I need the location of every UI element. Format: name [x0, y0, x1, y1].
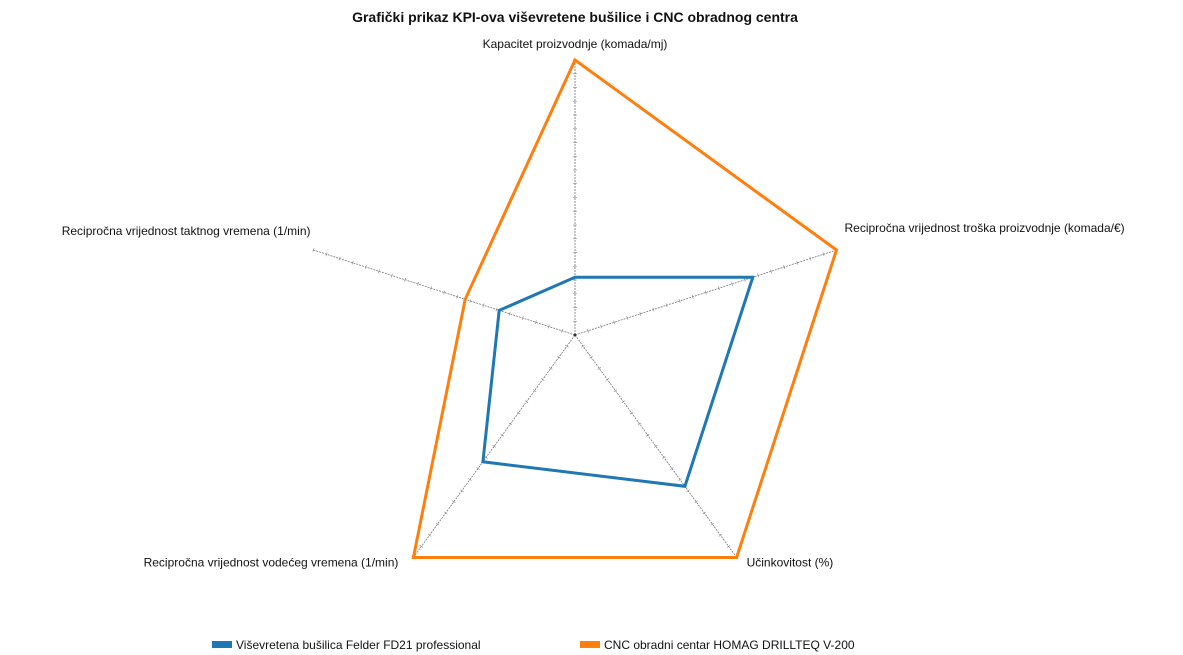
axis-tick: [508, 311, 511, 316]
axis-tick: [508, 422, 513, 426]
axis-tick: [391, 273, 393, 278]
axis-tick: [629, 411, 634, 415]
axis-tick: [691, 294, 694, 299]
axis-tick: [417, 282, 419, 287]
axis-tick: [783, 265, 786, 270]
axis-tick: [430, 286, 433, 291]
axis-tick: [678, 299, 681, 304]
axis-tick: [351, 260, 354, 265]
axis-tick: [726, 544, 731, 548]
axis-tick: [312, 248, 315, 253]
axis-tick: [704, 290, 707, 295]
axis-tick: [469, 299, 472, 304]
axis-tick: [495, 307, 498, 312]
axis-tick: [338, 256, 341, 261]
axis-tick: [770, 269, 773, 274]
axis-tick: [456, 294, 459, 299]
axis-tick: [796, 260, 799, 265]
axis-line: [574, 249, 837, 336]
axis-tick: [587, 328, 589, 333]
axis-tick: [565, 344, 569, 348]
axis-tick: [652, 307, 655, 312]
axis-tick: [717, 286, 720, 291]
axis-tick: [757, 273, 759, 278]
axis-tick: [600, 324, 603, 329]
axis-tick: [694, 500, 699, 504]
axis-tick: [597, 366, 602, 370]
axis-tick: [654, 444, 658, 448]
axis-tick: [702, 511, 707, 515]
axis-tick: [451, 500, 456, 504]
axis-tick: [548, 366, 553, 370]
axis-label: Recipročna vrijednost troška proizvodnje…: [845, 221, 1125, 235]
axis-line: [313, 249, 576, 336]
axis-tick: [443, 290, 446, 295]
axis-tick: [822, 252, 825, 257]
axis-label: Učinkovitost (%): [747, 556, 834, 570]
axis-tick: [626, 316, 629, 320]
axis-label: Recipročna vrijednost taktnog vremena (1…: [62, 224, 311, 238]
axis-tick: [435, 522, 440, 526]
chart-title: Grafički prikaz KPI-ova viševretene buši…: [352, 9, 798, 25]
axis-tick: [476, 467, 480, 470]
axis-tick: [404, 277, 406, 282]
axis-tick: [484, 455, 488, 459]
axis-label: Kapacitet proizvodnje (komada/mj): [483, 37, 668, 51]
axes-layer: [312, 59, 838, 559]
axis-tick: [589, 355, 593, 359]
axis-tick: [325, 252, 328, 257]
axis-tick: [639, 311, 642, 316]
axis-tick: [377, 269, 380, 274]
axis-tick: [718, 533, 723, 537]
series-layer: [411, 57, 839, 559]
axis-labels: Kapacitet proizvodnje (komada/mj) Recipro…: [62, 37, 1125, 570]
axis-tick: [468, 478, 472, 482]
axis-tick: [670, 467, 674, 470]
axis-line: [574, 334, 737, 558]
center-point: [573, 333, 577, 337]
axis-tick: [547, 324, 550, 329]
axis-tick: [482, 303, 485, 308]
axis-tick: [561, 328, 563, 333]
axis-tick: [534, 320, 537, 325]
axis-tick: [645, 433, 650, 437]
legend: Viševretena bušilica Felder FD21 profess…: [212, 638, 855, 652]
axis-tick: [557, 355, 561, 359]
axis-tick: [605, 378, 610, 381]
axis-tick: [364, 265, 367, 270]
legend-swatch: [212, 641, 232, 648]
axis-tick: [443, 511, 448, 515]
axis-tick: [460, 489, 464, 493]
axis-tick: [613, 389, 618, 393]
axis-tick: [731, 282, 733, 287]
axis-tick: [521, 316, 524, 320]
axis-tick: [665, 303, 668, 308]
axis-tick: [710, 522, 715, 526]
axis-tick: [427, 533, 432, 537]
axis-tick: [419, 544, 424, 548]
axis-tick: [621, 400, 626, 404]
axis-tick: [540, 378, 545, 381]
axis-tick: [613, 320, 616, 325]
axis-tick: [809, 256, 812, 261]
axis-label: Recipročna vrijednost vodećeg vremena (1…: [144, 556, 399, 570]
legend-label: Viševretena bušilica Felder FD21 profess…: [236, 638, 481, 652]
axis-tick: [637, 422, 642, 426]
legend-swatch: [580, 641, 600, 648]
axis-tick: [532, 389, 537, 393]
axis-tick: [500, 433, 505, 437]
axis-line: [413, 334, 576, 558]
series-polygon-1: [481, 275, 755, 488]
axis-tick: [492, 444, 496, 448]
axis-tick: [662, 455, 666, 459]
series-polygon-2: [411, 57, 839, 559]
axis-tick: [686, 489, 690, 493]
axis-tick: [516, 411, 521, 415]
legend-label: CNC obradni centar HOMAG DRILLTEQ V-200: [604, 638, 855, 652]
axis-tick: [581, 344, 585, 348]
axis-tick: [524, 400, 529, 404]
axis-tick: [678, 478, 682, 482]
